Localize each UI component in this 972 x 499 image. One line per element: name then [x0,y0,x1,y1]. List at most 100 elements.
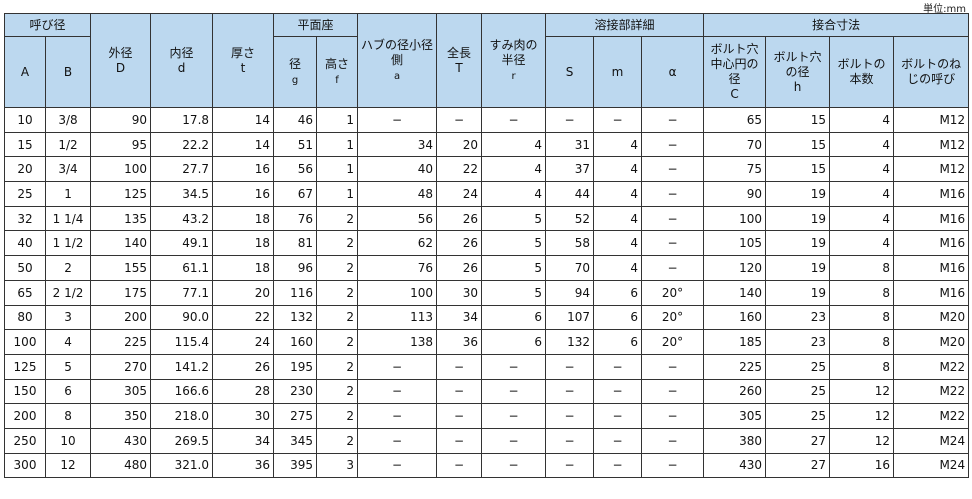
table-cell: 5 [481,279,547,306]
table-cell: 6 [593,304,643,331]
table-cell: 90 [703,181,767,207]
table-cell: 105 [703,230,767,257]
table-cell: 1 [316,181,359,207]
table-cell: 90 [90,107,152,133]
table-cell: 56 [273,156,318,183]
header-hub: ハブの径小径側 a [357,13,438,108]
header-thread: ボルトのねじの呼び [893,36,970,108]
table-cell: − [593,378,643,405]
table-cell: 19 [765,230,831,257]
table-cell: M12 [893,131,970,158]
table-row: 32 1 1/4 135 43.2 18 76 2 56 26 5 52 4−100 19 4 M16 [4,205,970,232]
table-cell: M22 [893,378,970,405]
table-cell: − [641,156,705,183]
table-cell: 22 [436,156,483,183]
table-cell: 36 [212,452,275,479]
table-cell: − [436,107,483,133]
table-cell: 40 [4,230,46,257]
table-cell: 90.0 [150,304,214,331]
table-cell: 2 [316,230,359,257]
table-cell: 5 [44,353,92,380]
header-face-height: 高さ f [316,36,359,108]
table-cell: 3/8 [44,107,92,133]
table-row: 65 2 1/2 175 77.1 20 116 2 100 30 5 94 6 20° 140 19 8 M1… [4,279,970,306]
table-cell: 48 [357,181,438,207]
table-cell: 1 [316,131,359,158]
table-cell: − [641,403,705,429]
table-cell: 4 [593,205,643,232]
table-cell: − [545,427,595,454]
table-cell: 19 [765,181,831,207]
table-cell: 125 [4,353,46,380]
table-cell: 1 1/2 [44,230,92,257]
table-cell: 18 [212,255,275,281]
table-cell: 2 [316,329,359,355]
table-cell: − [436,378,483,405]
header-b: B [44,36,92,108]
table-cell: 65 [703,107,767,133]
table-cell: 138 [357,329,438,355]
table-cell: 62 [357,230,438,257]
table-cell: 31 [545,131,595,158]
table-cell: 120 [703,255,767,281]
table-cell: M22 [893,403,970,429]
table-cell: 58 [545,230,595,257]
table-cell: 4 [593,131,643,158]
table-cell: − [357,427,438,454]
flange-dimension-table: 呼び径 外径 D 内径 d 厚さ t 平面座 ハブの径小径側 a 全長 T すみ肉の半径 r… [3,13,970,479]
table-cell: M16 [893,230,970,257]
table-cell: − [481,378,547,405]
table-cell: 269.5 [150,427,214,454]
table-cell: 20 [4,156,46,183]
table-cell: − [593,427,643,454]
table-cell: 1 [44,181,92,207]
table-cell: 32 [4,205,46,232]
table-cell: − [545,403,595,429]
table-cell: 12 [829,427,895,454]
table-cell: − [357,107,438,133]
table-row: 25 1 125 34.5 16 67 1 48 24 4 44 4−90 19 4 M16 [4,181,970,207]
table-cell: 43.2 [150,205,214,232]
table-cell: − [593,107,643,133]
table-cell: 4 [44,329,92,355]
table-cell: 30 [212,403,275,429]
table-cell: 14 [212,131,275,158]
table-cell: 2 [316,403,359,429]
table-cell: 18 [212,205,275,232]
table-cell: 185 [703,329,767,355]
table-cell: 4 [481,131,547,158]
table-cell: 8 [829,329,895,355]
table-cell: M16 [893,255,970,281]
table-cell: 80 [4,304,46,331]
header-weld: 溶接部詳細 [545,13,705,37]
table-row: 150 6 305 166.6 28 230 2− − − − − −260 25 12 M22 [4,378,970,405]
header-length: 全長 T [436,13,483,108]
table-cell: 76 [357,255,438,281]
table-cell: 19 [765,279,831,306]
table-cell: − [436,452,483,479]
table-cell: − [436,427,483,454]
table-cell: M16 [893,181,970,207]
table-cell: − [481,107,547,133]
table-cell: 4 [829,131,895,158]
table-cell: 218.0 [150,403,214,429]
table-cell: − [641,452,705,479]
table-cell: 15 [765,131,831,158]
table-row: 100 4 225 115.4 24 160 2 138 36 6 132 6 20° 185 23 8 M20 [4,329,970,355]
table-cell: M20 [893,304,970,331]
table-cell: 100 [703,205,767,232]
table-cell: 14 [212,107,275,133]
table-row: 125 5 270 141.2 26 195 2− − − − − −225 25 8 M22 [4,353,970,380]
table-cell: 350 [90,403,152,429]
table-cell: 34 [357,131,438,158]
table-cell: 430 [703,452,767,479]
table-cell: 8 [829,255,895,281]
table-cell: − [641,255,705,281]
table-cell: 160 [703,304,767,331]
table-cell: 300 [4,452,46,479]
table-cell: − [641,181,705,207]
table-cell: 81 [273,230,318,257]
table-cell: 2 1/2 [44,279,92,306]
table-cell: 2 [316,304,359,331]
table-cell: 250 [4,427,46,454]
